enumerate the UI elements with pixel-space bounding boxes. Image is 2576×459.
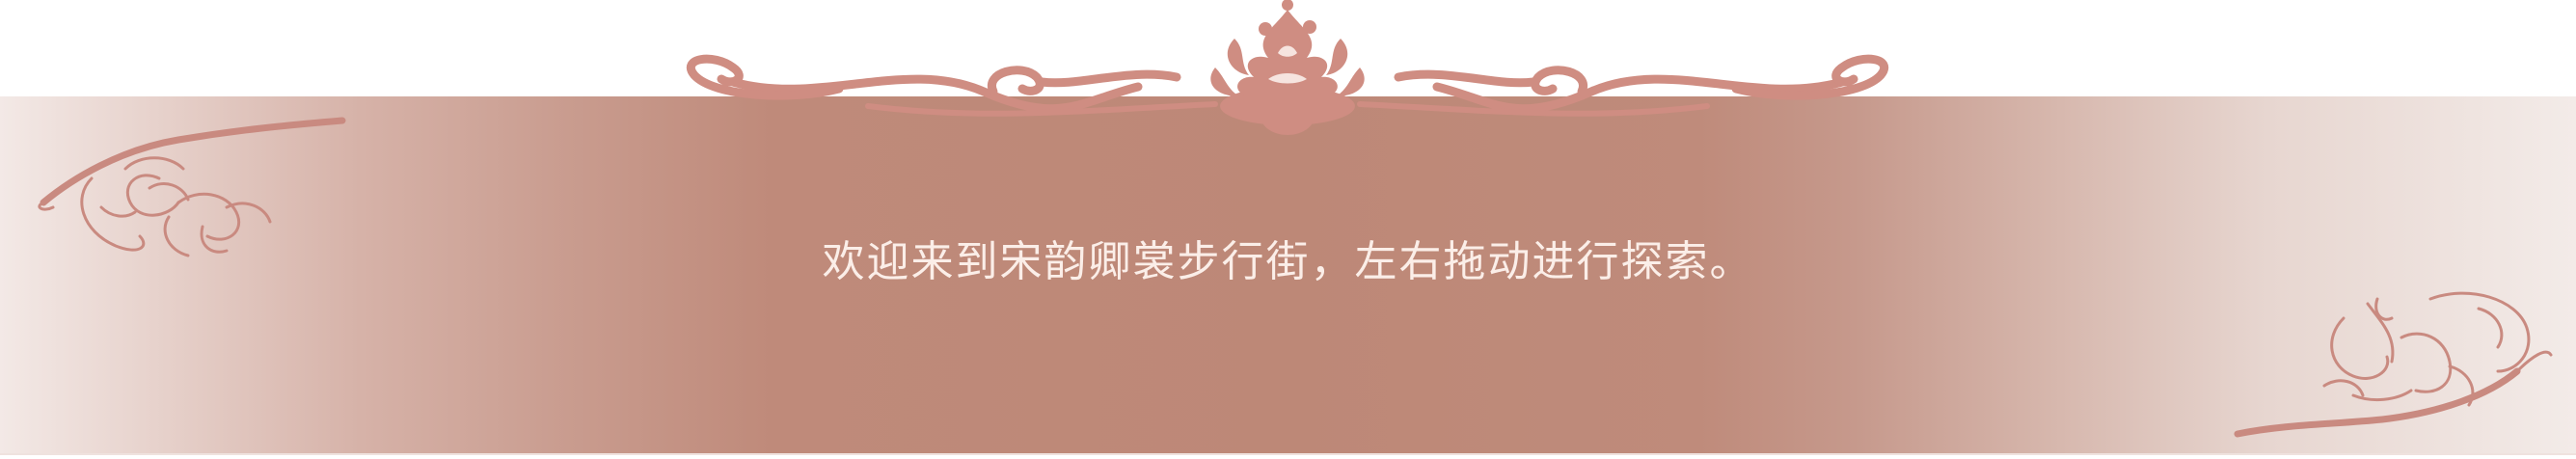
right-peony-branch-icon xyxy=(2234,291,2553,438)
left-peony-branch-icon xyxy=(38,117,346,257)
peony-scroll-ornament-icon xyxy=(687,0,1888,135)
gradient-banner[interactable] xyxy=(0,96,2576,455)
welcome-message: 欢迎来到宋韵卿裳步行街，左右拖动进行探索。 xyxy=(822,237,1754,286)
